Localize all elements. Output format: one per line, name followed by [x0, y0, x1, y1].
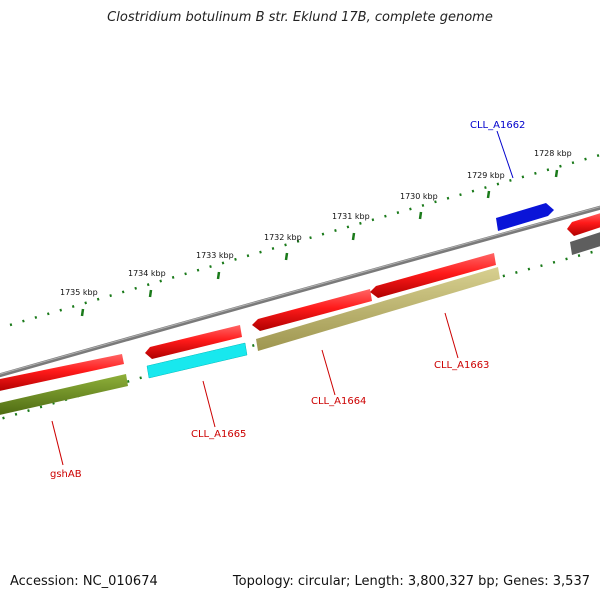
- gene-olive-gshAB[interactable]: [0, 374, 128, 416]
- gene-red-CLL_A1663-forward[interactable]: [370, 253, 496, 298]
- gene-label-CLL_A1665[interactable]: CLL_A1665: [191, 429, 246, 440]
- gene-labels: CLL_A1662 CLL_A1663 CLL_A1664 CLL_A1665 …: [50, 120, 525, 480]
- tick-label-1728: 1728 kbp: [534, 149, 572, 158]
- tick-label-1732: 1732 kbp: [264, 233, 302, 242]
- major-tick-1732-kbp: [284, 252, 289, 261]
- gene-label-CLL_A1664[interactable]: CLL_A1664: [311, 396, 366, 407]
- gene-blue-CLL_A1662[interactable]: [496, 203, 554, 231]
- gene-red-CLL_A1665-forward[interactable]: [145, 325, 242, 359]
- gene-gray-right[interactable]: [570, 231, 600, 255]
- gene-label-gshAB[interactable]: gshAB: [50, 469, 82, 480]
- accession-text: Accession: NC_010674: [10, 574, 158, 589]
- gene-label-CLL_A1662[interactable]: CLL_A1662: [470, 120, 525, 131]
- gene-cyan-CLL_A1665[interactable]: [146, 342, 248, 379]
- backbone-arc: [0, 205, 600, 378]
- connector-CLL_A1662: [496, 130, 514, 179]
- major-tick-1729-kbp: [486, 190, 491, 199]
- label-connectors: [51, 130, 514, 466]
- gene-olive-CLL_A1664-CLL_A1663[interactable]: [256, 267, 500, 351]
- backbone-arc-highlight: [0, 206, 600, 375]
- major-tick-1734-kbp: [148, 289, 153, 298]
- major-tick-1733-kbp: [216, 271, 221, 280]
- major-tick-1730-kbp: [418, 211, 423, 220]
- connector-CLL_A1665: [202, 380, 216, 428]
- tick-label-1730: 1730 kbp: [400, 192, 438, 201]
- major-ticks: [80, 169, 559, 317]
- tick-label-1733: 1733 kbp: [196, 251, 234, 260]
- gene-red-right-forward[interactable]: [567, 212, 600, 236]
- tick-label-1729: 1729 kbp: [467, 171, 505, 180]
- gene-red-gshAB-forward[interactable]: [0, 354, 124, 392]
- connector-CLL_A1663: [444, 312, 459, 359]
- major-tick-1731-kbp: [351, 232, 356, 241]
- outer-tick-ring: [9, 153, 600, 327]
- tick-labels: 1728 kbp 1729 kbp 1730 kbp 1731 kbp 1732…: [60, 149, 572, 297]
- gene-label-CLL_A1663[interactable]: CLL_A1663: [434, 360, 489, 371]
- connector-gshAB: [51, 420, 64, 466]
- major-tick-1728-kbp: [554, 169, 559, 178]
- reverse-genes: [0, 231, 600, 416]
- forward-genes: [0, 203, 600, 392]
- genome-summary-text: Topology: circular; Length: 3,800,327 bp…: [232, 574, 590, 589]
- gene-red-CLL_A1664-forward[interactable]: [252, 289, 372, 331]
- connector-CLL_A1664: [321, 349, 336, 396]
- tick-label-1734: 1734 kbp: [128, 269, 166, 278]
- major-tick-1735-kbp: [80, 308, 85, 317]
- map-title: Clostridium botulinum B str. Eklund 17B,…: [107, 10, 493, 25]
- tick-label-1735: 1735 kbp: [60, 288, 98, 297]
- tick-label-1731: 1731 kbp: [332, 212, 370, 221]
